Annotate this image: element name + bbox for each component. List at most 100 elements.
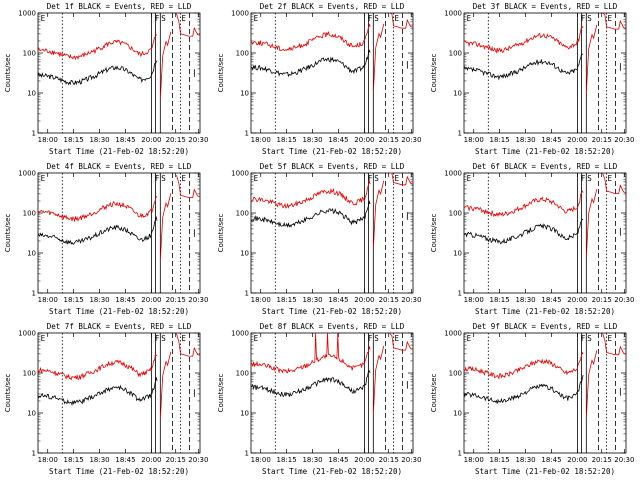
y-tick-label: 100 <box>236 50 249 58</box>
plot-frame <box>250 12 414 134</box>
x-tick-label: 20:30 <box>401 296 421 304</box>
lld-series-line <box>463 190 584 218</box>
chart-title: Det 4f BLACK = Events, RED = LLD <box>47 162 192 171</box>
x-tick-label: 18:00 <box>251 456 271 464</box>
marker-annotation: F <box>581 334 586 343</box>
x-tick-label: 18:30 <box>302 456 322 464</box>
chart-svg: Det 6f BLACK = Events, RED = LLD Counts/s… <box>430 162 634 316</box>
x-tick-label: 20:30 <box>188 296 208 304</box>
marker-annotation: F <box>368 334 373 343</box>
plot-frame <box>463 12 627 134</box>
y-tick-label: 10 <box>240 250 249 258</box>
x-tick-label: 18:00 <box>464 296 484 304</box>
x-tick-label: 20:00 <box>567 136 587 144</box>
y-tick-label: 1 <box>245 290 249 298</box>
y-axis-label: Counts/sec <box>430 54 438 93</box>
y-tick-label: 10 <box>453 90 462 98</box>
marker-annotation: S <box>374 334 379 343</box>
x-tick-label: 18:15 <box>490 296 510 304</box>
y-tick-label: 1 <box>245 130 249 138</box>
x-tick-label: 18:00 <box>251 136 271 144</box>
chart-title: Det 9f BLACK = Events, RED = LLD <box>473 322 618 331</box>
x-tick-label: 18:45 <box>115 456 135 464</box>
marker-annotation: S <box>587 174 592 183</box>
marker-annotation: E <box>467 14 472 23</box>
plot-frame <box>250 172 414 294</box>
chart-title: Det 6f BLACK = Events, RED = LLD <box>473 162 618 171</box>
lld-series-line <box>389 332 414 351</box>
x-tick-label: 20:30 <box>188 136 208 144</box>
y-tick-label: 1000 <box>18 330 36 338</box>
x-tick-label: 20:00 <box>141 136 161 144</box>
marker-annotation: F <box>581 174 586 183</box>
chart-title: Det 3f BLACK = Events, RED = LLD <box>473 2 618 11</box>
marker-annotation: E <box>608 334 613 343</box>
plot-frame <box>250 332 414 454</box>
plot-frame <box>463 172 627 294</box>
lld-series-line <box>250 23 371 52</box>
y-axis-label: Counts/sec <box>217 374 225 413</box>
marker-annotation: F <box>368 14 373 23</box>
lld-series-line <box>585 24 598 94</box>
x-tick-label: 18:30 <box>89 136 109 144</box>
chart-svg: Det 7f BLACK = Events, RED = LLD Counts/s… <box>4 322 208 476</box>
x-tick-label: 18:15 <box>490 136 510 144</box>
lld-series-line <box>585 189 598 257</box>
x-tick-label: 20:00 <box>141 456 161 464</box>
y-tick-label: 100 <box>449 210 462 218</box>
x-tick-label: 20:15 <box>166 136 186 144</box>
y-tick-label: 100 <box>449 370 462 378</box>
y-tick-label: 1000 <box>18 170 36 178</box>
y-tick-label: 10 <box>240 90 249 98</box>
marker-annotation: F <box>368 174 373 183</box>
x-tick-label: 18:15 <box>490 456 510 464</box>
lld-series-line <box>602 332 627 356</box>
events-series-line <box>463 53 584 81</box>
x-tick-label: 18:45 <box>328 136 348 144</box>
lld-series-line <box>159 351 172 420</box>
y-tick-label: 10 <box>27 90 36 98</box>
plot-frame <box>37 332 201 454</box>
marker-annotation: E <box>608 14 613 23</box>
marker-annotation: S <box>161 334 166 343</box>
y-axis-label: Counts/sec <box>4 54 12 93</box>
marker-annotation: E <box>254 174 259 183</box>
marker-annotation: E <box>254 334 259 343</box>
detector-panel-1: Det 1f BLACK = Events, RED = LLD Counts/s… <box>0 0 213 160</box>
y-tick-label: 10 <box>240 410 249 418</box>
x-tick-label: 20:00 <box>567 456 587 464</box>
y-axis-label: Counts/sec <box>430 374 438 413</box>
lld-series-line <box>463 25 584 54</box>
y-tick-label: 1000 <box>231 10 249 18</box>
x-tick-label: 20:15 <box>166 456 186 464</box>
x-tick-label: 20:00 <box>141 296 161 304</box>
detector-panel-9: Det 9f BLACK = Events, RED = LLD Counts/s… <box>426 320 639 480</box>
x-axis-label: Start Time (21-Feb-02 18:52:20) <box>49 467 189 476</box>
marker-annotation: E <box>395 174 400 183</box>
x-tick-label: 18:45 <box>541 296 561 304</box>
y-tick-label: 1000 <box>231 170 249 178</box>
y-tick-label: 1 <box>458 450 462 458</box>
y-tick-label: 100 <box>23 210 36 218</box>
x-tick-label: 20:30 <box>614 136 634 144</box>
lld-series-line <box>250 180 371 209</box>
x-tick-label: 18:15 <box>64 136 84 144</box>
x-tick-label: 20:15 <box>379 296 399 304</box>
detector-panel-5: Det 5f BLACK = Events, RED = LLD Counts/s… <box>213 160 426 320</box>
x-axis-label: Start Time (21-Feb-02 18:52:20) <box>262 467 402 476</box>
y-tick-label: 1 <box>458 130 462 138</box>
events-series-line <box>250 48 371 78</box>
marker-annotation: F <box>155 334 160 343</box>
x-tick-label: 20:15 <box>592 296 612 304</box>
chart-svg: Det 8f BLACK = Events, RED = LLD Counts/s… <box>217 322 421 476</box>
y-tick-label: 1000 <box>18 10 36 18</box>
x-tick-label: 18:15 <box>277 136 297 144</box>
y-tick-label: 100 <box>236 210 249 218</box>
y-tick-label: 100 <box>449 50 462 58</box>
events-series-line <box>37 377 158 407</box>
y-tick-label: 1 <box>245 450 249 458</box>
x-tick-label: 20:30 <box>614 456 634 464</box>
x-tick-label: 18:45 <box>115 136 135 144</box>
chart-title: Det 2f BLACK = Events, RED = LLD <box>260 2 405 11</box>
